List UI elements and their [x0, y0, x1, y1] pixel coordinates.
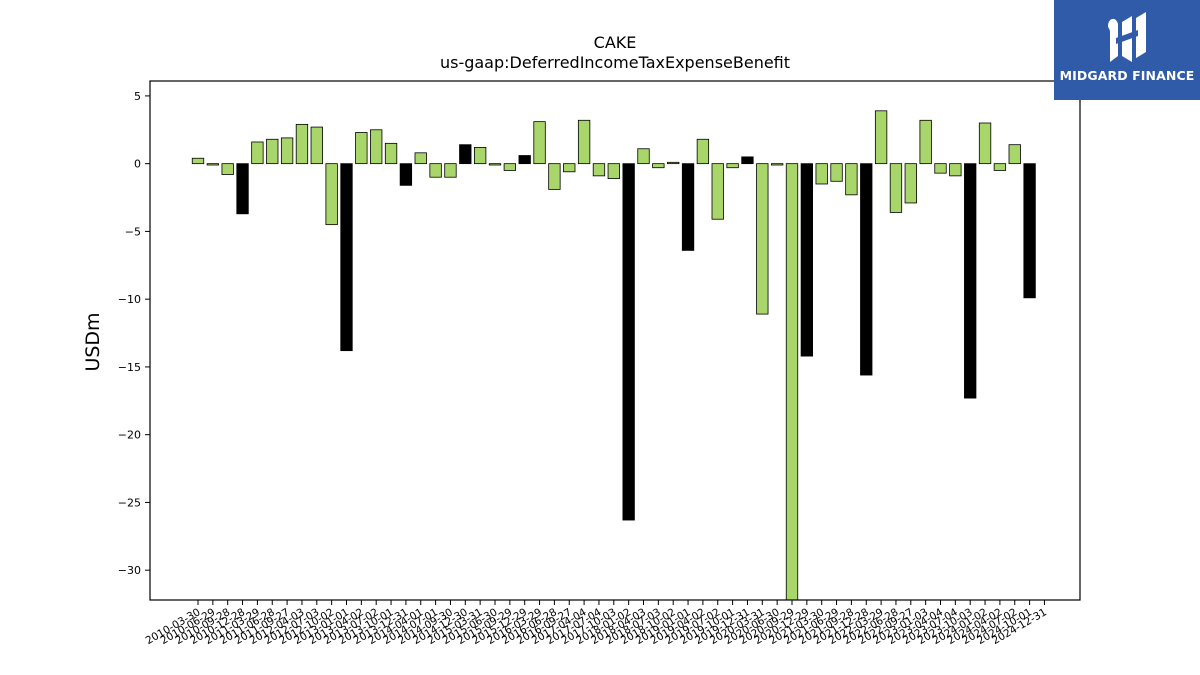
bar-quarterly	[1008, 144, 1021, 165]
bar-quarterly	[711, 163, 724, 220]
bar-annual	[860, 163, 873, 376]
midgard-logo-icon	[1108, 12, 1146, 62]
bar-quarterly	[310, 126, 323, 165]
plot-frame	[149, 80, 1081, 601]
bar-quarterly	[473, 146, 487, 165]
y-tick-label: 0	[134, 158, 141, 171]
bar-quarterly	[771, 163, 784, 166]
bar-quarterly	[889, 163, 903, 213]
bar-quarterly	[592, 163, 606, 177]
bar-quarterly	[370, 129, 383, 165]
bar-quarterly	[533, 121, 546, 165]
bar-quarterly	[384, 142, 398, 165]
bar-quarterly	[696, 138, 710, 165]
bar-quarterly	[251, 141, 264, 165]
bar-quarterly	[934, 163, 947, 174]
bar-quarterly	[577, 119, 591, 165]
bar-quarterly	[652, 163, 665, 169]
bar-annual	[518, 155, 531, 165]
y-tick-label: −30	[118, 564, 141, 577]
y-tick-label: −10	[118, 293, 141, 306]
bar-annual	[622, 163, 635, 521]
bar-quarterly	[919, 119, 932, 165]
bar-quarterly	[993, 163, 1007, 171]
bar-annual	[459, 144, 472, 165]
bar-quarterly	[548, 163, 561, 190]
bar-quarterly	[874, 110, 888, 165]
bar-quarterly	[355, 132, 368, 165]
y-tick-label: −15	[118, 361, 141, 374]
bar-quarterly	[206, 163, 220, 166]
bar-quarterly	[756, 163, 769, 315]
bar-annual	[964, 163, 977, 399]
bar-annual	[741, 156, 754, 165]
bar-quarterly	[904, 163, 917, 204]
bar-quarterly	[325, 163, 338, 226]
bar-quarterly	[429, 163, 442, 178]
brand-logo: MIDGARD FINANCE	[1054, 0, 1200, 100]
bar-quarterly	[785, 163, 799, 600]
bar-annual	[800, 163, 813, 357]
bar-quarterly	[815, 163, 828, 185]
bar-annual	[236, 163, 249, 215]
bar-quarterly	[295, 123, 309, 165]
bar-quarterly	[280, 137, 294, 165]
y-tick-label: 5	[134, 90, 141, 103]
bar-quarterly	[488, 163, 502, 166]
bar-annual	[399, 163, 413, 186]
brand-name: MIDGARD FINANCE	[1059, 68, 1195, 83]
bar-quarterly	[503, 163, 517, 171]
y-tick-label: −20	[118, 429, 141, 442]
y-tick-label: −25	[118, 496, 141, 509]
bar-quarterly	[949, 163, 962, 177]
bar-quarterly	[667, 161, 680, 165]
bar-annual	[681, 163, 695, 251]
bar-quarterly	[637, 148, 650, 165]
chart-subtitle: us-gaap:DeferredIncomeTaxExpenseBenefit	[440, 53, 790, 72]
bar-quarterly	[444, 163, 457, 178]
bar-quarterly	[726, 163, 739, 169]
bar-quarterly	[414, 152, 427, 165]
bars-layer	[191, 110, 1036, 600]
bar-quarterly	[266, 138, 279, 165]
x-axis: 2010-03-302010-06-292010-09-282010-12-28…	[144, 600, 1049, 647]
y-axis-label: USDm	[82, 312, 104, 371]
bar-annual	[1023, 163, 1036, 299]
bar-quarterly	[830, 163, 843, 182]
bar-quarterly	[978, 122, 992, 165]
bar-quarterly	[607, 163, 620, 179]
y-axis: 5 0 −5 −10 −15 −20 −25 −30	[118, 90, 150, 577]
bar-quarterly	[845, 163, 858, 196]
bar-annual	[340, 163, 353, 352]
chart-title: CAKE	[594, 33, 637, 52]
bar-quarterly	[221, 163, 234, 175]
y-tick-label: −5	[125, 225, 141, 238]
bar-quarterly	[191, 157, 205, 165]
bar-quarterly	[563, 163, 576, 173]
